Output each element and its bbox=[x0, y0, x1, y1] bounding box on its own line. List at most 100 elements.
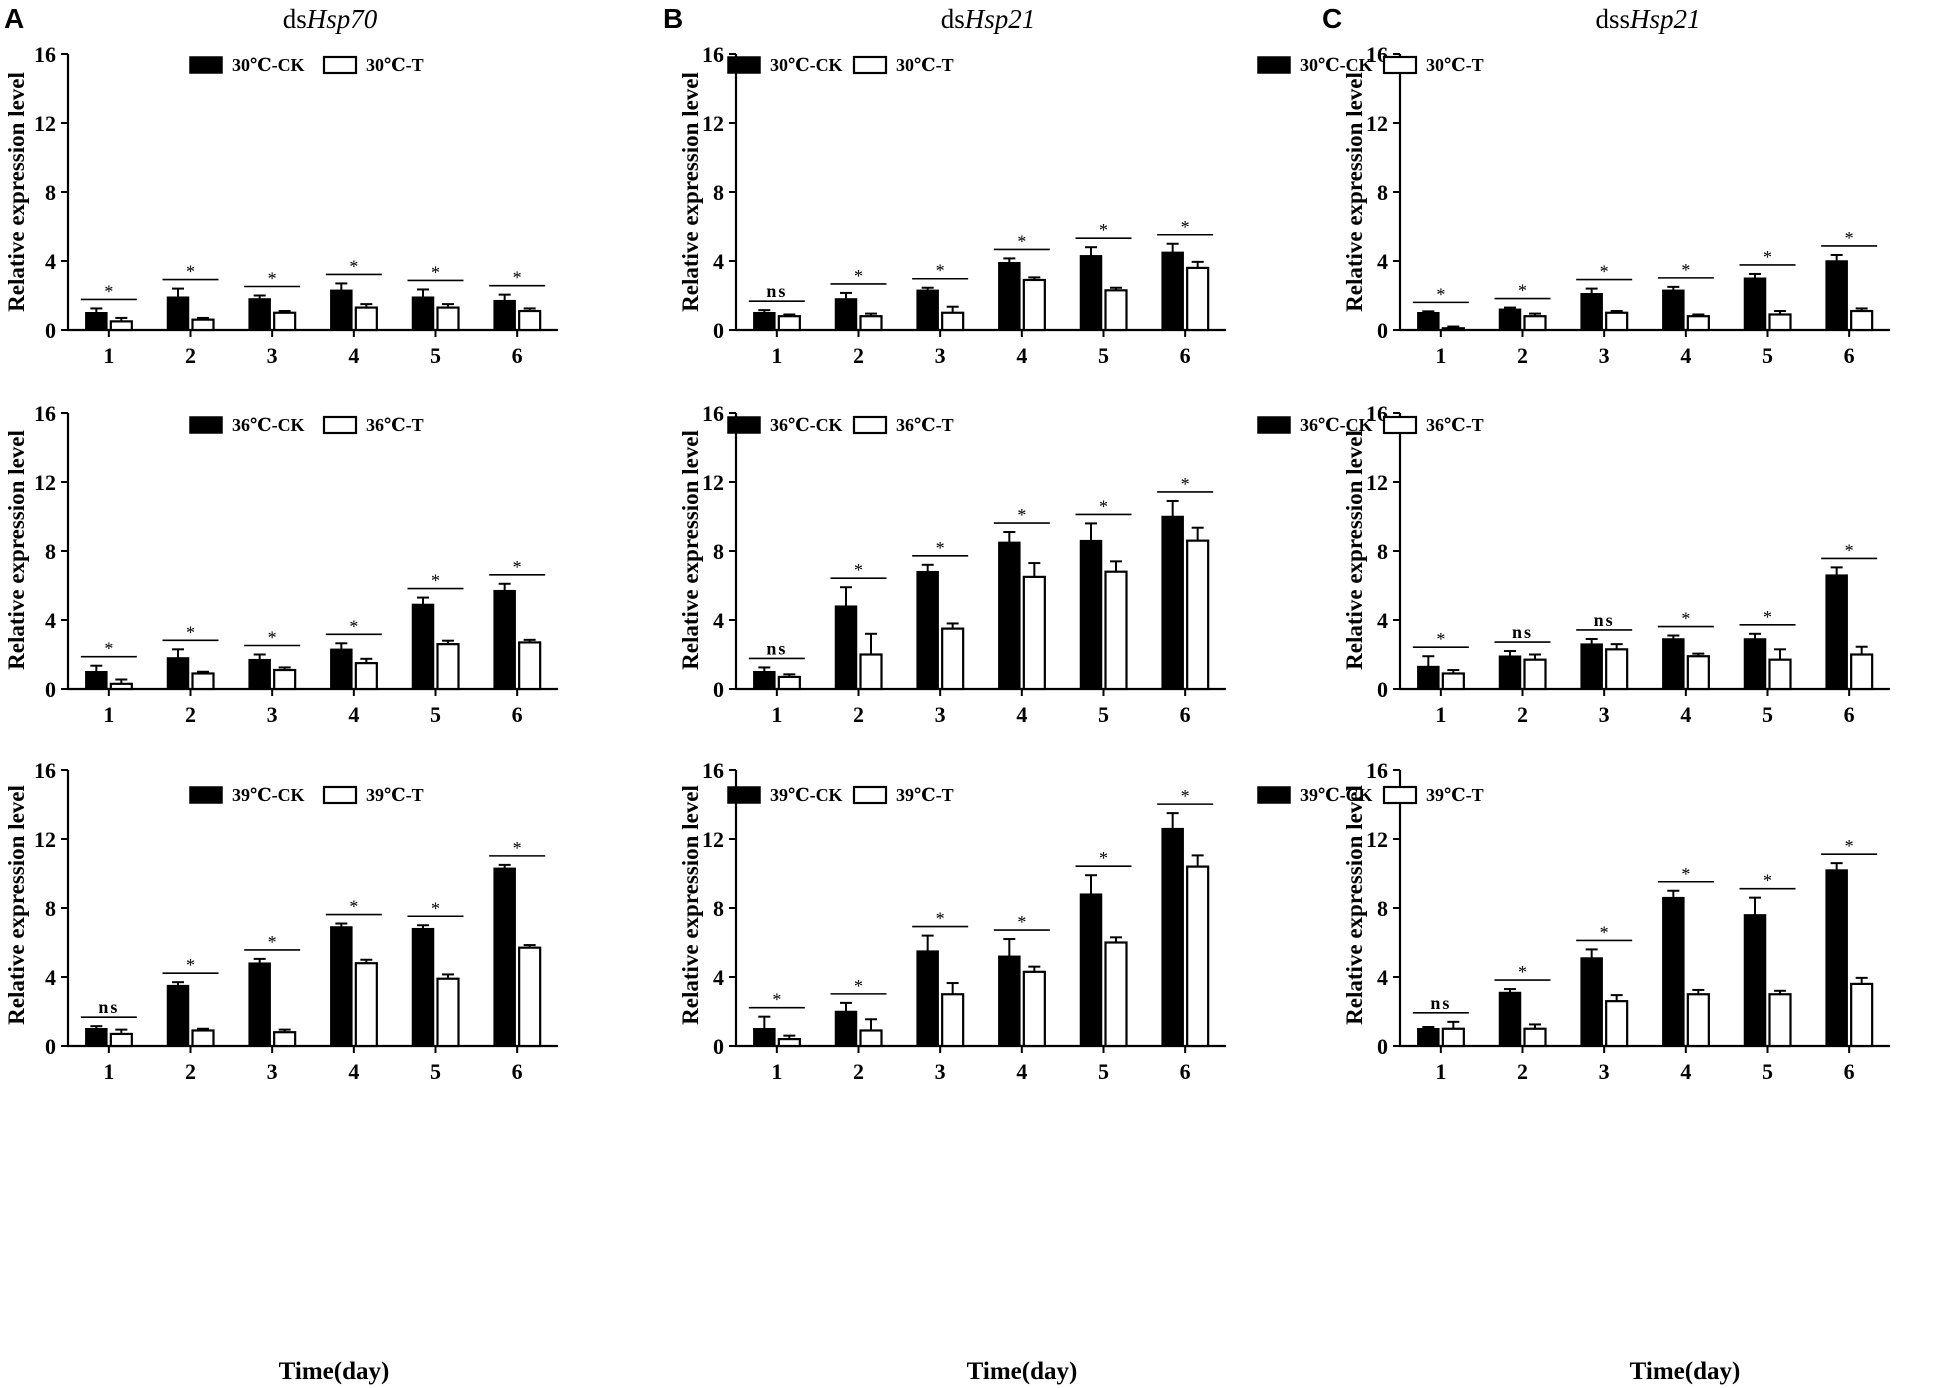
x-tick-label: 2 bbox=[185, 343, 196, 368]
bar-t bbox=[1768, 993, 1792, 1048]
legend-label-t: 30℃-T bbox=[366, 55, 424, 75]
bar-t bbox=[354, 662, 378, 691]
bar-ck bbox=[1743, 277, 1767, 331]
legend-swatch-t bbox=[322, 785, 358, 805]
legend-swatch-t bbox=[1382, 415, 1418, 435]
bar-ck bbox=[916, 950, 939, 1047]
bar-ck bbox=[85, 671, 108, 690]
bar-ck bbox=[330, 648, 353, 690]
bar-t bbox=[354, 962, 378, 1048]
x-tick-label: 5 bbox=[430, 702, 441, 727]
y-tick-label: 16 bbox=[34, 758, 56, 783]
bar-ck bbox=[1580, 293, 1603, 331]
bar-ck bbox=[1580, 643, 1603, 690]
bar-t bbox=[1186, 266, 1210, 332]
y-tick-label: 4 bbox=[713, 249, 724, 274]
x-tick-label: 6 bbox=[1844, 343, 1855, 368]
x-tick-label: 1 bbox=[103, 702, 114, 727]
y-tick-label: 8 bbox=[45, 539, 56, 564]
significance-label: * bbox=[349, 897, 358, 917]
legend-label-ck: 39℃-CK bbox=[232, 785, 305, 805]
x-tick-label: 2 bbox=[853, 1059, 864, 1084]
chart-dshsp21-30c: 0 4 8 12 16 1 ns 2 * 3 * 4 * 5 * 6 * 30℃-CK 30℃-T bbox=[702, 42, 1226, 368]
x-tick-label: 6 bbox=[512, 343, 523, 368]
legend-swatch-ck bbox=[727, 416, 761, 434]
x-tick-label: 2 bbox=[1517, 702, 1528, 727]
bar-ck bbox=[1417, 1028, 1440, 1047]
y-tick-label: 16 bbox=[34, 42, 56, 67]
significance-label: * bbox=[1099, 496, 1108, 516]
bar-t bbox=[436, 643, 460, 691]
bar-t bbox=[1605, 311, 1629, 332]
y-tick-label: 0 bbox=[1377, 318, 1388, 343]
x-tick-label: 3 bbox=[267, 702, 278, 727]
legend-swatch-ck bbox=[727, 56, 761, 74]
significance-label: * bbox=[854, 560, 863, 580]
bar-t bbox=[354, 306, 378, 332]
bar-t bbox=[273, 668, 297, 691]
bar-t bbox=[859, 315, 883, 332]
y-tick-label: 4 bbox=[45, 249, 56, 274]
bar-t bbox=[518, 309, 542, 332]
x-tick-label: 6 bbox=[1844, 1059, 1855, 1084]
bar-t bbox=[191, 318, 215, 332]
bar-t bbox=[518, 641, 542, 691]
column-title-gene: Hsp70 bbox=[306, 4, 378, 34]
bar-ck bbox=[1662, 638, 1685, 690]
legend-swatch-ck bbox=[189, 416, 223, 434]
x-tick-label: 4 bbox=[1680, 1059, 1691, 1084]
bar-ck bbox=[248, 962, 271, 1047]
bar-ck bbox=[834, 1010, 858, 1047]
y-tick-label: 16 bbox=[1366, 758, 1388, 783]
bar-ck bbox=[248, 298, 271, 331]
y-axis-title: Relative expression level bbox=[4, 430, 29, 670]
y-tick-label: 8 bbox=[1377, 180, 1388, 205]
bar-ck bbox=[1161, 251, 1184, 331]
y-tick-label: 12 bbox=[34, 470, 56, 495]
y-tick-label: 8 bbox=[1377, 539, 1388, 564]
chart-dshsp70-36c: 0 4 8 12 16 1 * 2 * 3 * 4 * 5 * 6 * 36℃-CK 36℃-T bbox=[34, 401, 558, 727]
bar-ck bbox=[1417, 665, 1440, 690]
x-tick-label: 4 bbox=[1016, 343, 1027, 368]
bar-ck bbox=[916, 289, 939, 331]
column-title-gene: Hsp21 bbox=[964, 4, 1036, 34]
legend-label-ck: 36℃-CK bbox=[232, 415, 305, 435]
y-tick-label: 4 bbox=[1377, 965, 1388, 990]
bar-t bbox=[777, 1037, 801, 1048]
significance-label: * bbox=[1099, 848, 1108, 868]
x-tick-label: 3 bbox=[1599, 1059, 1610, 1084]
significance-label: * bbox=[1017, 505, 1026, 525]
x-tick-label: 5 bbox=[1762, 702, 1773, 727]
x-tick-label: 4 bbox=[348, 343, 359, 368]
legend-swatch-ck bbox=[1257, 416, 1291, 434]
significance-label: * bbox=[1681, 609, 1690, 629]
y-axis-title: Relative expression level bbox=[1342, 72, 1367, 312]
y-tick-label: 8 bbox=[45, 180, 56, 205]
legend-label-t: 36℃-T bbox=[896, 415, 954, 435]
bar-ck bbox=[998, 955, 1021, 1047]
y-tick-label: 12 bbox=[34, 111, 56, 136]
significance-label: ns bbox=[766, 281, 787, 301]
y-tick-label: 0 bbox=[713, 318, 724, 343]
y-axis-titles: Relative expression level Relative expre… bbox=[4, 72, 1367, 1025]
legend-swatch-t bbox=[852, 785, 888, 805]
bar-ck bbox=[411, 603, 435, 690]
x-tick-label: 4 bbox=[1680, 343, 1691, 368]
legend-label-t: 36℃-T bbox=[366, 415, 424, 435]
chart-dshsp21-39c: 0 4 8 12 16 1 * 2 * 3 * 4 * 5 * 6 * 39℃-CK 39℃-T bbox=[702, 758, 1226, 1084]
y-tick-label: 0 bbox=[45, 677, 56, 702]
x-tick-label: 4 bbox=[348, 1059, 359, 1084]
x-tick-label: 5 bbox=[1098, 1059, 1109, 1084]
bar-t bbox=[941, 993, 965, 1048]
bar-t bbox=[1605, 1000, 1629, 1048]
chart-dsshsp21-36c: 0 4 8 12 16 1 * 2 ns 3 ns 4 * 5 * 6 * 36℃-CK 36℃-T bbox=[1257, 401, 1890, 727]
legend-swatch-t bbox=[852, 415, 888, 435]
legend-swatch-t bbox=[852, 55, 888, 75]
y-axis-title: Relative expression level bbox=[1342, 785, 1367, 1025]
column-title-dsshsp21: dssHsp21 bbox=[1595, 4, 1700, 34]
bar-ck bbox=[1825, 869, 1848, 1047]
y-tick-label: 8 bbox=[1377, 896, 1388, 921]
panel-letter-a: A bbox=[4, 3, 24, 34]
x-tick-label: 2 bbox=[185, 702, 196, 727]
x-tick-label: 1 bbox=[1435, 702, 1446, 727]
